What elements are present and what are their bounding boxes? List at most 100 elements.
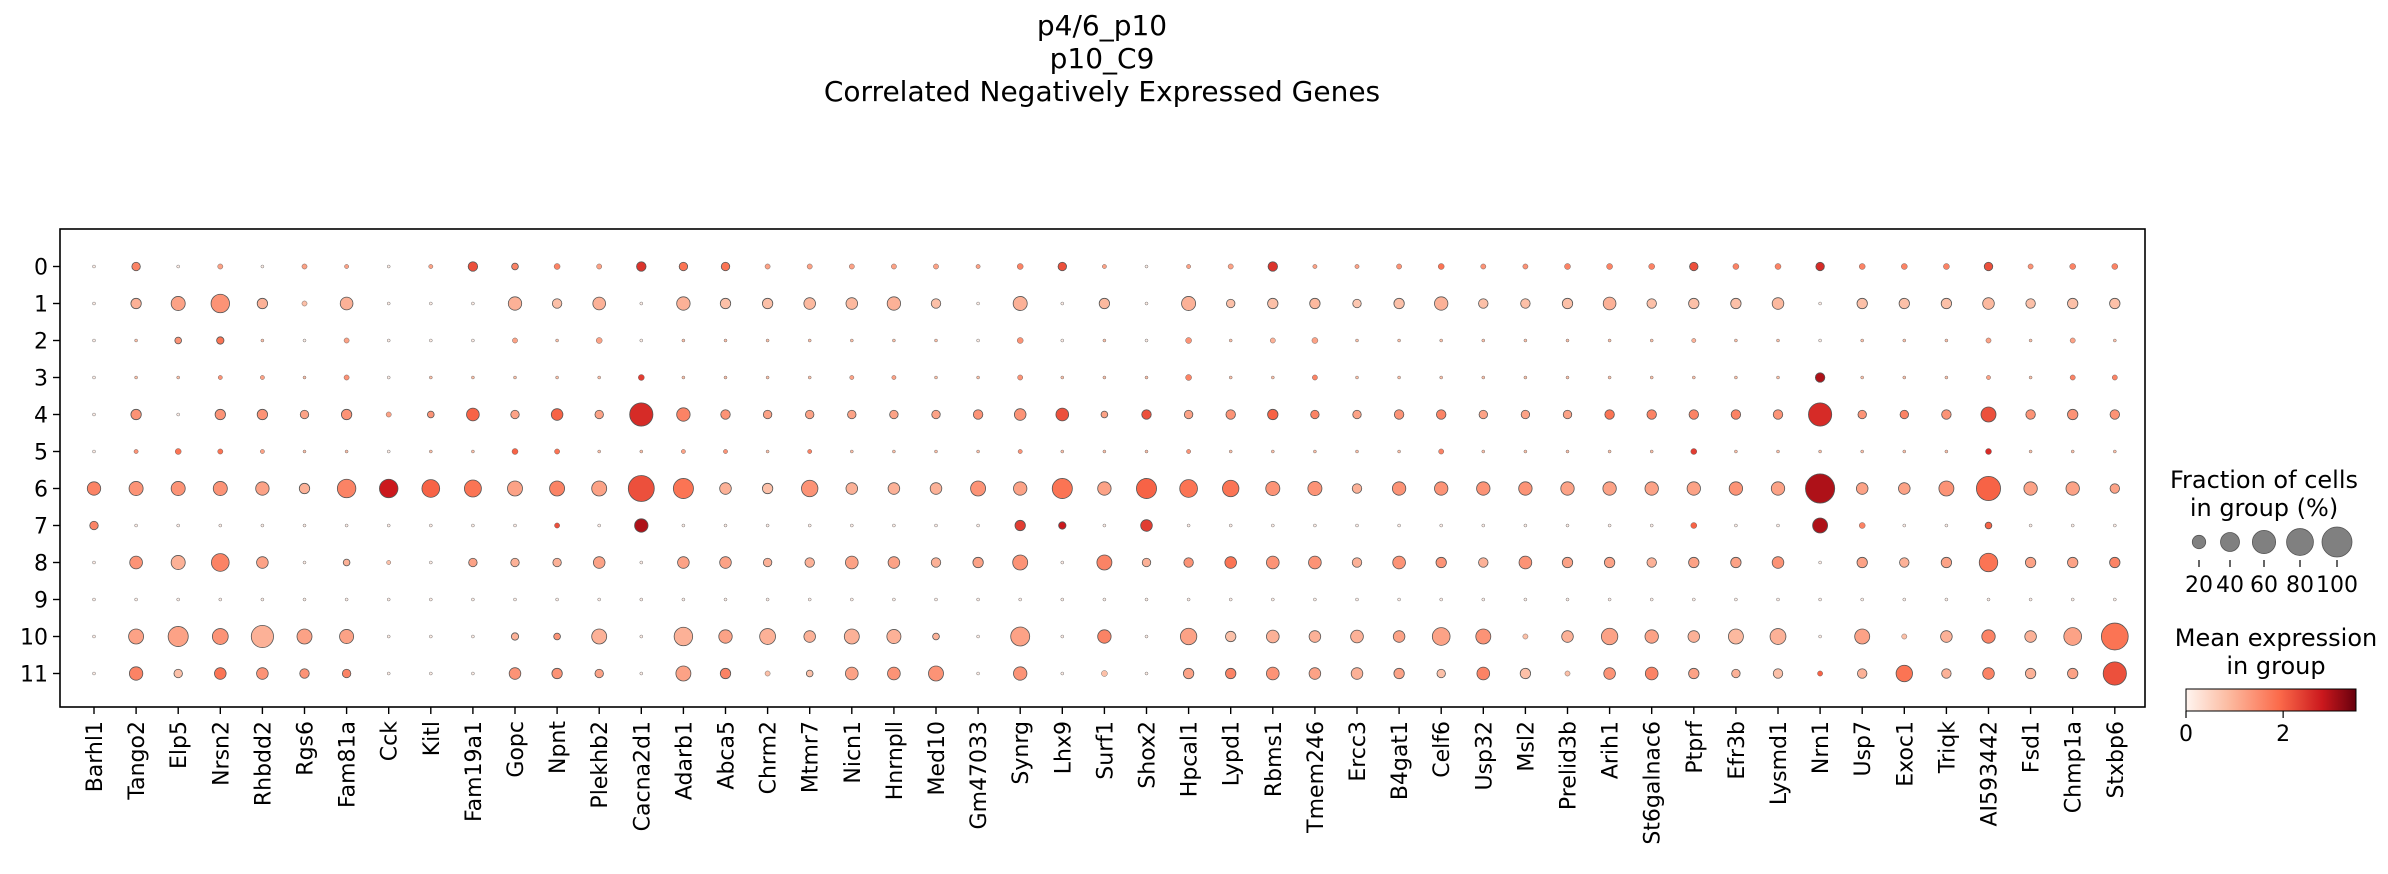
dot-Rhbdd2-group-7 [260, 523, 265, 528]
y-tick-label: 9 [34, 589, 48, 614]
size-legend-dot [2220, 532, 2240, 552]
dot-Rbms1-group-7 [1271, 523, 1275, 528]
dot-Celf6-group-9 [1439, 597, 1443, 602]
dot-Hnrnpll-group-9 [892, 597, 896, 602]
dot-Exoc1-group-5 [1902, 449, 1907, 454]
dot-Synrg-group-10 [1010, 626, 1031, 647]
dot-Triqk-group-0 [1943, 263, 1950, 270]
dot-Adarb1-group-10 [673, 626, 694, 647]
dot-Lypd1-group-4 [1225, 409, 1236, 420]
dot-Exoc1-group-6 [1898, 482, 1911, 495]
dot-Prelid3b-group-0 [1564, 263, 1571, 270]
dot-Fam81a-group-6 [336, 478, 357, 499]
dot-Synrg-group-5 [1017, 449, 1023, 454]
dot-Prelid3b-group-8 [1561, 556, 1574, 569]
dot-Surf1-group-4 [1100, 410, 1109, 419]
dot-Ptprf-group-7 [1690, 522, 1698, 529]
x-tick-label: Usp7 [1851, 721, 1876, 777]
dot-Nrsn2-group-5 [217, 448, 224, 455]
dot-Elp5-group-4 [176, 412, 180, 417]
dot-Cck-group-6 [379, 478, 399, 499]
dot-Triqk-group-8 [1940, 556, 1953, 569]
dot-Adarb1-group-5 [681, 449, 686, 454]
dot-Exoc1-group-10 [1901, 633, 1908, 640]
x-tick-label: Arih1 [1599, 721, 1624, 779]
dot-Npnt-group-8 [552, 557, 562, 568]
x-tick-label: Rhbdd2 [251, 721, 276, 806]
dot-Arih1-group-11 [1603, 667, 1616, 680]
dot-Tmem246-group-0 [1312, 264, 1318, 269]
dot-Rhbdd2-group-10 [250, 624, 274, 649]
dot-Mtmr7-group-1 [803, 297, 816, 310]
dot-Nrn1-group-10 [1818, 634, 1822, 639]
x-tick-label: AI593442 [1978, 721, 2003, 827]
dot-Chmp1a-group-8 [2067, 556, 2079, 569]
dot-Usp32-group-6 [1476, 481, 1491, 496]
dot-Nrsn2-group-2 [216, 336, 225, 345]
x-tick-label: Adarb1 [672, 721, 697, 800]
dot-Kitl-group-2 [429, 338, 433, 343]
dot-Cck-group-8 [386, 560, 392, 565]
dot-Gm47033-group-4 [972, 409, 984, 420]
dot-Mtmr7-group-10 [803, 630, 816, 643]
dot-Nicn1-group-1 [845, 297, 859, 310]
dot-Lhx9-group-6 [1051, 478, 1073, 499]
dot-Ptprf-group-0 [1689, 261, 1699, 272]
dot-Abca5-group-0 [720, 261, 731, 272]
dot-Shox2-group-6 [1136, 478, 1157, 499]
dot-Med10-group-11 [928, 665, 944, 682]
y-tick-label: 11 [20, 663, 48, 688]
dot-Ercc3-group-8 [1351, 557, 1363, 568]
dot-AI593442-group-6 [1976, 476, 2001, 501]
dot-Med10-group-0 [933, 263, 939, 270]
dot-Hnrnpll-group-4 [889, 409, 899, 420]
dot-AI593442-group-9 [1986, 597, 1991, 602]
dot-Chrm2-group-5 [765, 449, 770, 454]
dot-Msl2-group-11 [1519, 667, 1532, 680]
x-tick-label: Triqk [1935, 721, 1960, 774]
dot-Tango2-group-11 [128, 666, 144, 681]
dot-Ptprf-group-4 [1688, 409, 1699, 420]
dot-Shox2-group-7 [1140, 519, 1153, 532]
dot-Prelid3b-group-10 [1561, 630, 1574, 643]
dot-Nrn1-group-5 [1818, 449, 1822, 454]
dot-Msl2-group-9 [1523, 597, 1528, 602]
dot-Fam19a1-group-10 [471, 634, 475, 639]
dot-Shox2-group-10 [1144, 634, 1149, 639]
x-tick-label: Prelid3b [1557, 721, 1582, 810]
dot-Rgs6-group-0 [301, 263, 308, 270]
dot-Barhl1-group-0 [92, 264, 96, 269]
dot-Efr3b-group-10 [1728, 628, 1744, 645]
x-tick-label: Chmp1a [2062, 721, 2087, 813]
dot-Celf6-group-11 [1436, 668, 1446, 679]
dot-AI593442-group-11 [1982, 667, 1995, 680]
colorbar-tick-label: 2 [2276, 722, 2290, 747]
dot-Hnrnpll-group-8 [887, 556, 901, 569]
dot-Lysmd1-group-3 [1776, 375, 1780, 380]
dot-Chmp1a-group-10 [2063, 627, 2082, 646]
size-legend-label: 20 [2185, 573, 2213, 598]
dot-Rbms1-group-10 [1266, 629, 1280, 644]
dot-Lysmd1-group-11 [1772, 668, 1784, 679]
dot-Ercc3-group-2 [1355, 338, 1359, 343]
dot-Fam19a1-group-1 [471, 301, 475, 306]
dot-Surf1-group-0 [1102, 264, 1107, 269]
dot-Npnt-group-4 [550, 408, 564, 421]
dot-Cck-group-4 [385, 411, 392, 418]
dot-Nicn1-group-2 [850, 338, 854, 343]
dot-Hnrnpll-group-7 [892, 523, 896, 528]
dot-Ptprf-group-10 [1687, 630, 1701, 643]
dot-Stxbp6-group-4 [2109, 409, 2120, 420]
dot-Nrsn2-group-1 [210, 293, 230, 314]
dot-Usp32-group-9 [1481, 597, 1486, 602]
dot-Lypd1-group-2 [1228, 338, 1233, 343]
dot-Celf6-group-0 [1437, 263, 1445, 270]
dot-Lhx9-group-1 [1060, 301, 1065, 306]
dot-Rbms1-group-0 [1267, 261, 1278, 272]
dot-Mtmr7-group-7 [808, 523, 812, 528]
dot-Rbms1-group-11 [1266, 666, 1280, 681]
dot-Rgs6-group-10 [296, 628, 313, 645]
color-legend-title-line-2: in group [2226, 652, 2325, 680]
